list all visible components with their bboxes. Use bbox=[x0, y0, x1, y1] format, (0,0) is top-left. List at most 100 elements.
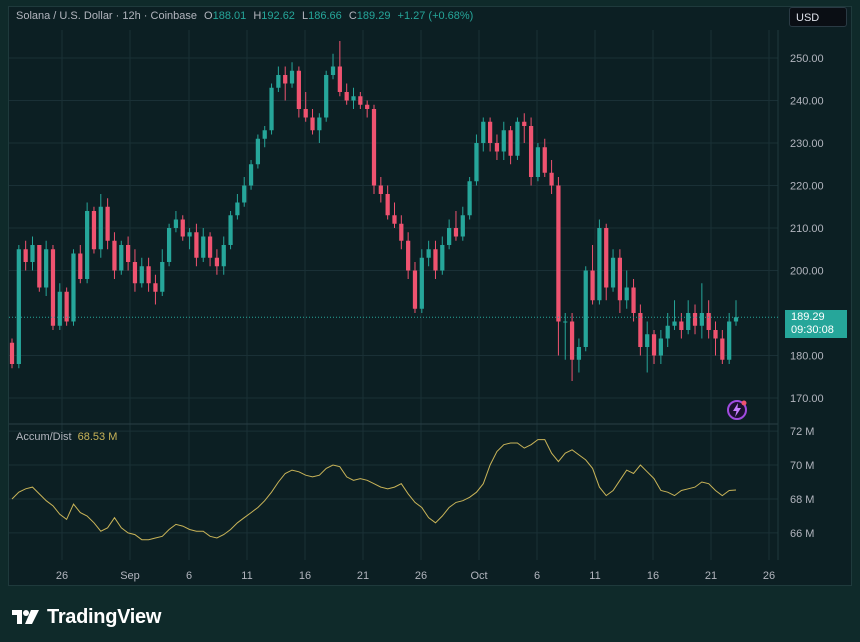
candle-body bbox=[324, 75, 329, 118]
last-price-value: 189.29 bbox=[791, 311, 825, 323]
candle-body bbox=[378, 185, 383, 194]
candle-body bbox=[228, 215, 233, 245]
candle-series bbox=[9, 41, 739, 381]
candle-body bbox=[440, 245, 445, 271]
candle-body bbox=[645, 334, 650, 347]
candle-body bbox=[604, 228, 609, 288]
candle-body bbox=[406, 240, 411, 271]
close-key: C bbox=[348, 10, 357, 22]
candle-body bbox=[569, 321, 575, 360]
candle-body bbox=[78, 253, 83, 279]
candle-body bbox=[686, 313, 691, 330]
currency-button[interactable]: USD bbox=[789, 7, 847, 27]
candle-body bbox=[576, 347, 582, 360]
candle-body bbox=[57, 291, 62, 326]
candle-body bbox=[392, 215, 397, 224]
candle-body bbox=[242, 185, 247, 203]
candle-body bbox=[248, 164, 254, 186]
candle-body bbox=[139, 266, 144, 284]
candle-body bbox=[180, 219, 185, 237]
price-tick-label: 250.00 bbox=[790, 53, 824, 65]
candle-body bbox=[344, 92, 349, 101]
price-tick-label: 240.00 bbox=[790, 96, 824, 108]
candle-body bbox=[638, 313, 643, 347]
low-key: L bbox=[302, 10, 309, 22]
time-tick-label: 6 bbox=[186, 570, 192, 582]
candle-body bbox=[692, 313, 698, 326]
last-price-badge: 189.29 09:30:08 bbox=[785, 310, 847, 338]
time-tick-label: 16 bbox=[647, 570, 659, 582]
candle-body bbox=[201, 236, 206, 258]
open-key: O bbox=[204, 10, 213, 22]
candle-body bbox=[289, 70, 295, 84]
candle-body bbox=[262, 130, 267, 139]
candle-body bbox=[508, 130, 513, 156]
candle-body bbox=[119, 245, 124, 271]
close-value: 189.29 bbox=[356, 10, 391, 22]
candle-body bbox=[522, 121, 527, 126]
candle-body bbox=[153, 283, 158, 292]
low-value: 186.66 bbox=[308, 10, 342, 22]
time-axis[interactable]: 26 Sep 6 11 16 21 26 Oct 6 11 16 21 26 bbox=[56, 570, 775, 582]
candle-body bbox=[713, 330, 718, 339]
price-tick-label: 220.00 bbox=[790, 181, 824, 193]
candle-body bbox=[98, 206, 103, 250]
candle-body bbox=[617, 257, 623, 301]
price-tick-label: 200.00 bbox=[790, 266, 824, 278]
candle-body bbox=[385, 194, 390, 216]
tradingview-brand[interactable]: TradingView bbox=[11, 604, 161, 630]
candle-body bbox=[699, 313, 704, 326]
candle-body bbox=[412, 270, 418, 309]
candle-body bbox=[30, 245, 35, 262]
candle-body bbox=[549, 172, 554, 186]
candle-body bbox=[125, 245, 131, 262]
symbol-title[interactable]: Solana / U.S. Dollar · 12h · Coinbase bbox=[16, 10, 197, 22]
candle-body bbox=[610, 257, 616, 288]
brand-name: TradingView bbox=[47, 605, 162, 628]
time-tick-label: 26 bbox=[415, 570, 427, 582]
candle-body bbox=[679, 321, 684, 330]
time-tick-label: Sep bbox=[120, 570, 140, 582]
candle-body bbox=[590, 270, 595, 301]
tradingview-logo-icon bbox=[12, 610, 39, 624]
candle-body bbox=[433, 249, 438, 271]
candle-body bbox=[720, 338, 725, 360]
indicator-tick-label: 66 M bbox=[790, 528, 814, 540]
candle-body bbox=[351, 96, 356, 101]
candle-body bbox=[221, 245, 226, 267]
candle-body bbox=[365, 104, 370, 109]
bar-countdown: 09:30:08 bbox=[791, 324, 834, 336]
open-value: 188.01 bbox=[212, 10, 247, 22]
lightning-bolt-icon[interactable] bbox=[725, 398, 749, 422]
candle-body bbox=[542, 147, 547, 173]
price-axis[interactable]: 250.00 240.00 230.00 220.00 210.00 200.00 180.… bbox=[790, 53, 824, 405]
time-tick-label: 26 bbox=[56, 570, 68, 582]
candle-body bbox=[481, 121, 486, 143]
candle-body bbox=[651, 334, 657, 356]
candle-body bbox=[556, 185, 561, 322]
indicator-axis[interactable]: 72 M 70 M 68 M 66 M bbox=[790, 426, 814, 540]
candle-body bbox=[16, 249, 21, 364]
candle-body bbox=[276, 75, 281, 88]
symbol-header: Solana / U.S. Dollar · 12h · Coinbase O1… bbox=[16, 10, 477, 22]
candle-body bbox=[173, 219, 179, 228]
time-tick-label: 21 bbox=[357, 570, 369, 582]
candle-body bbox=[330, 66, 336, 75]
candle-body bbox=[583, 270, 588, 347]
candle-body bbox=[235, 202, 240, 216]
candle-body bbox=[447, 228, 452, 245]
candle-body bbox=[733, 317, 739, 322]
candle-body bbox=[105, 206, 110, 241]
candle-body bbox=[194, 232, 199, 258]
candle-body bbox=[132, 262, 138, 284]
time-tick-label: 26 bbox=[763, 570, 775, 582]
indicator-legend[interactable]: Accum/Dist 68.53 M bbox=[16, 431, 117, 443]
time-tick-label: 6 bbox=[534, 570, 540, 582]
candle-body bbox=[727, 321, 732, 360]
indicator-tick-label: 72 M bbox=[790, 426, 814, 438]
candle-body bbox=[563, 321, 568, 323]
candle-body bbox=[44, 249, 49, 288]
time-tick-label: 21 bbox=[705, 570, 717, 582]
candle-body bbox=[112, 240, 117, 271]
